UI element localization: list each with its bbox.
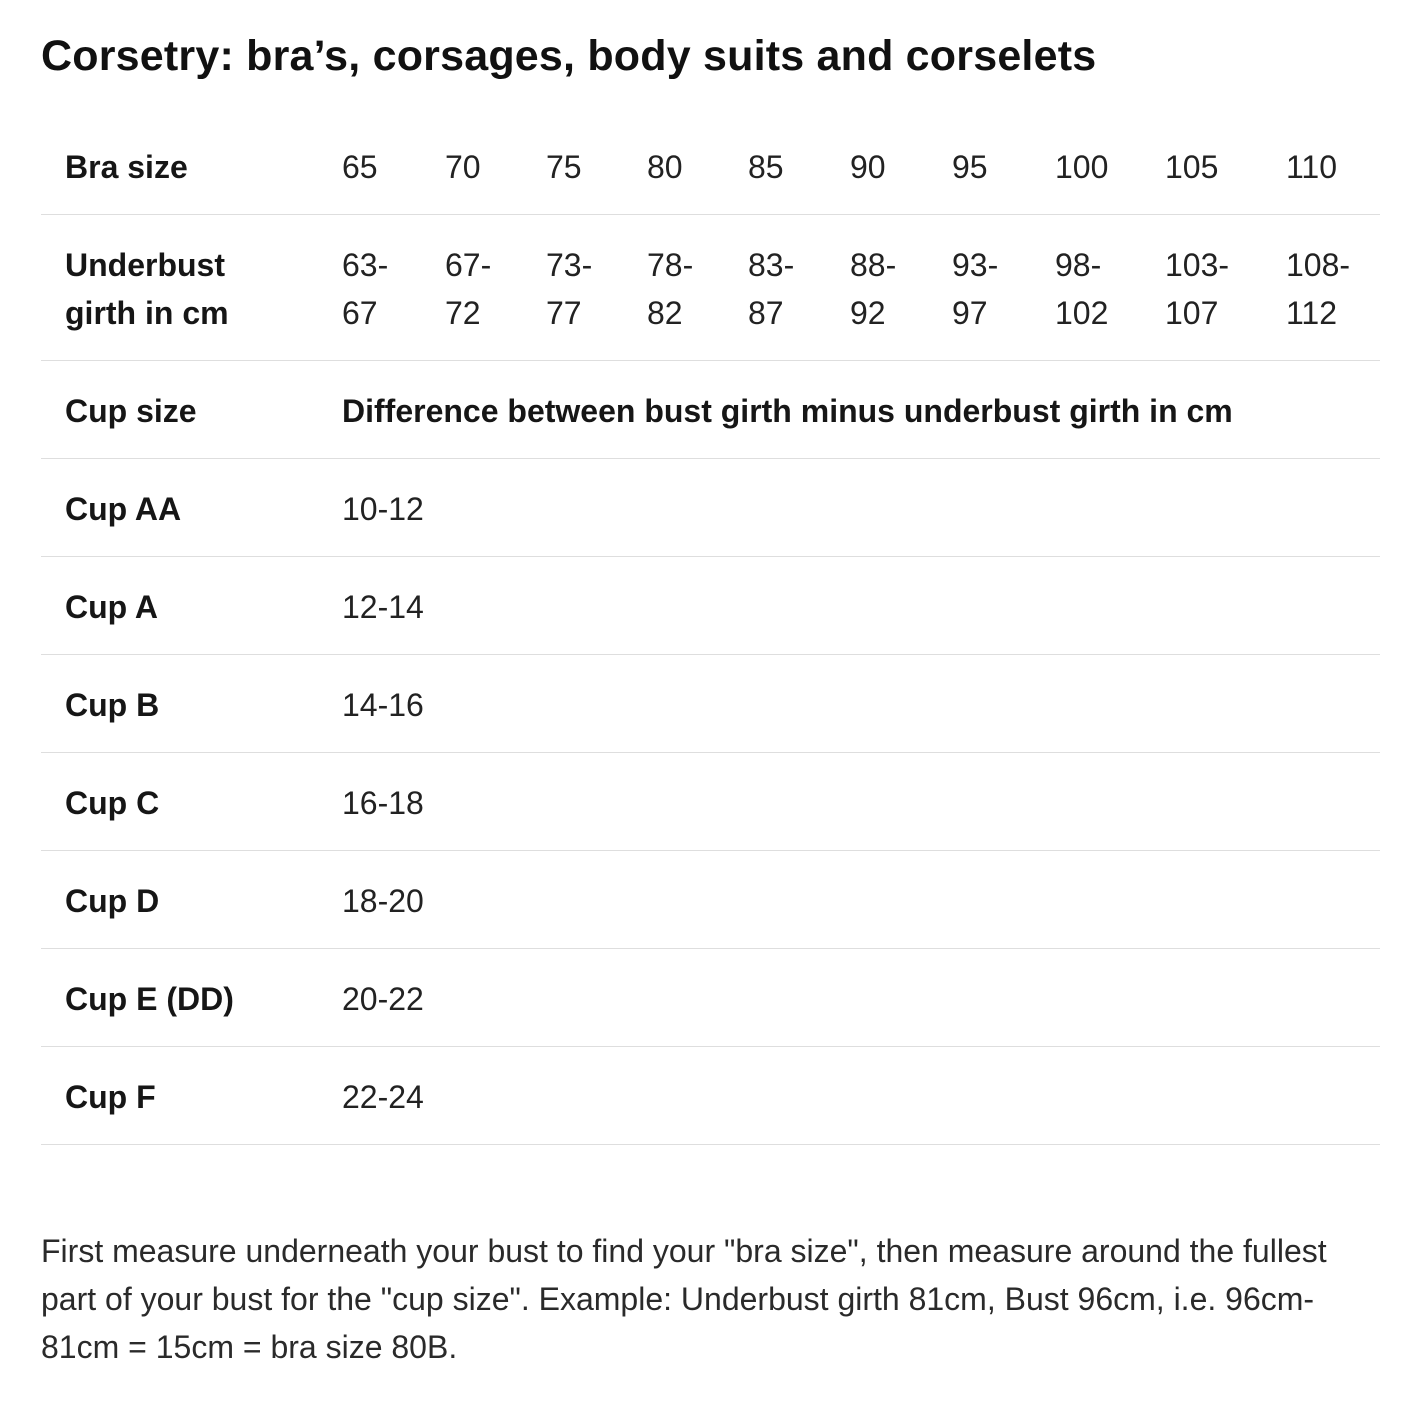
underbust-range: 83- 87 <box>748 247 795 331</box>
bra-size-value: 70 <box>445 149 481 185</box>
bra-size-value: 110 <box>1286 149 1338 185</box>
bra-size-row: Bra size 65 70 75 80 85 90 95 100 105 11… <box>41 117 1380 215</box>
bra-size-value: 65 <box>342 149 378 185</box>
cup-label: Cup B <box>65 687 160 723</box>
cup-row: Cup B 14-16 <box>41 655 1380 753</box>
bra-size-value: 105 <box>1165 149 1219 185</box>
cup-label: Cup A <box>65 589 159 625</box>
size-chart-table: Bra size 65 70 75 80 85 90 95 100 105 11… <box>41 117 1380 1145</box>
cup-label: Cup D <box>65 883 160 919</box>
cup-label: Cup C <box>65 785 160 821</box>
bra-size-label: Bra size <box>65 149 188 185</box>
cup-row: Cup AA 10-12 <box>41 459 1380 557</box>
cup-range: 10-12 <box>342 491 424 527</box>
cup-label: Cup AA <box>65 491 182 527</box>
underbust-range: 78- 82 <box>647 247 694 331</box>
cup-range: 22-24 <box>342 1079 424 1115</box>
underbust-range: 98- 102 <box>1055 247 1109 331</box>
bra-size-value: 80 <box>647 149 683 185</box>
underbust-range: 67- 72 <box>445 247 492 331</box>
bra-size-value: 95 <box>952 149 988 185</box>
underbust-range: 88- 92 <box>850 247 897 331</box>
measurement-instructions: First measure underneath your bust to fi… <box>41 1233 1327 1365</box>
cup-range: 12-14 <box>342 589 424 625</box>
underbust-range: 63- 67 <box>342 247 389 331</box>
cup-label: Cup F <box>65 1079 156 1115</box>
cup-row: Cup F 22-24 <box>41 1047 1380 1145</box>
cup-row: Cup E (DD) 20-22 <box>41 949 1380 1047</box>
underbust-range: 108- 112 <box>1286 247 1351 331</box>
cup-size-label: Cup size <box>65 393 197 429</box>
underbust-label: Underbust girth in cm <box>65 247 229 331</box>
cup-range: 20-22 <box>342 981 424 1017</box>
cup-row: Cup A 12-14 <box>41 557 1380 655</box>
cup-range: 14-16 <box>342 687 424 723</box>
bra-size-value: 75 <box>546 149 582 185</box>
underbust-range: 73- 77 <box>546 247 593 331</box>
bra-size-value: 85 <box>748 149 784 185</box>
page-title: Corsetry: bra’s, corsages, body suits an… <box>41 32 1097 80</box>
bra-size-value: 100 <box>1055 149 1109 185</box>
cup-range: 16-18 <box>342 785 424 821</box>
underbust-range: 103- 107 <box>1165 247 1230 331</box>
cup-label: Cup E (DD) <box>65 981 234 1017</box>
cup-range: 18-20 <box>342 883 424 919</box>
cup-row: Cup C 16-18 <box>41 753 1380 851</box>
underbust-row: Underbust girth in cm 63- 67 67- 72 73- … <box>41 215 1380 361</box>
bra-size-value: 90 <box>850 149 886 185</box>
cup-row: Cup D 18-20 <box>41 851 1380 949</box>
underbust-range: 93- 97 <box>952 247 999 331</box>
difference-header: Difference between bust girth minus unde… <box>342 393 1233 429</box>
cup-size-header-row: Cup size Difference between bust girth m… <box>41 361 1380 459</box>
